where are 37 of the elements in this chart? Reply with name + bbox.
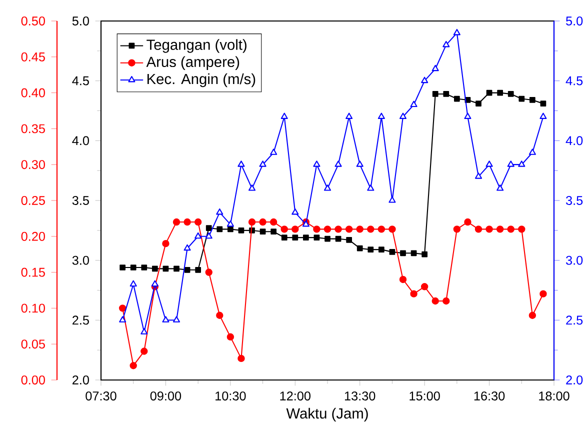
y-tick-label: 4.0 bbox=[72, 136, 89, 146]
y2-tick-label: 2.5 bbox=[566, 316, 583, 325]
x-tick-label: 18:00 bbox=[539, 391, 570, 400]
y3-tick-label: 0.05 bbox=[21, 340, 45, 349]
y3-tick-label: 0.30 bbox=[21, 160, 45, 170]
x-tick-label: 13:30 bbox=[344, 391, 376, 400]
y-tick-label: 3.5 bbox=[72, 196, 89, 205]
x-tick-label: 07:30 bbox=[86, 391, 116, 400]
y-tick-label: 2.5 bbox=[72, 316, 89, 325]
x-tick-label: 16:30 bbox=[474, 391, 505, 400]
y2-tick-label: 4.0 bbox=[566, 136, 583, 146]
y-tick-label: 4.5 bbox=[72, 76, 89, 86]
y-tick-label: 3.0 bbox=[72, 256, 89, 265]
x-tick-label: 10:30 bbox=[216, 391, 246, 400]
y2-tick-label: 4.5 bbox=[566, 76, 583, 86]
x-tick-label: 12:00 bbox=[280, 391, 310, 400]
y3-tick-label: 0.20 bbox=[21, 232, 45, 241]
y3-tick-label: 0.00 bbox=[21, 376, 45, 384]
y-tick-label: 5.0 bbox=[72, 16, 89, 26]
y3-tick-label: 0.25 bbox=[21, 196, 45, 205]
y3-tick-label: 0.50 bbox=[21, 16, 45, 26]
legend-label: Kec. Angin (m/s) bbox=[148, 73, 256, 88]
x-tick-label: 15:00 bbox=[410, 391, 440, 400]
x-tick-label: 09:00 bbox=[150, 391, 182, 400]
y3-tick-label: 0.35 bbox=[21, 124, 45, 134]
legend-label: Arus (ampere) bbox=[146, 56, 240, 70]
y2-tick-label: 5.0 bbox=[566, 16, 583, 26]
y3-tick-label: 0.10 bbox=[21, 304, 45, 313]
y3-tick-label: 0.45 bbox=[21, 52, 45, 62]
x-axis-title: Waktu (Jam) bbox=[286, 408, 368, 422]
y2-tick-label: 3.5 bbox=[566, 196, 583, 205]
legend-label: Tegangan (volt) bbox=[146, 39, 246, 53]
y2-tick-label: 3.0 bbox=[566, 256, 583, 265]
y2-tick-label: 2.0 bbox=[566, 376, 583, 384]
y3-tick-label: 0.40 bbox=[21, 88, 45, 98]
y-tick-label: 2.0 bbox=[72, 376, 89, 384]
y3-tick-label: 0.15 bbox=[21, 268, 45, 277]
